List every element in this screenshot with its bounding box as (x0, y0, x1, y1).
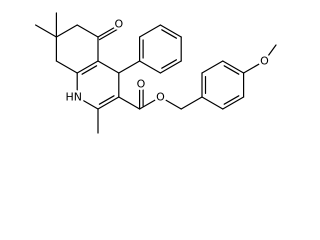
bond (159, 24, 182, 38)
bond (161, 29, 177, 39)
atom-labels: O HN O O O (63, 15, 272, 106)
atom-label: HN (66, 91, 83, 104)
bond (76, 24, 99, 38)
atom-label: O (114, 18, 123, 31)
bond (139, 24, 161, 38)
bond (222, 96, 245, 110)
bond (201, 96, 224, 110)
bond (139, 96, 161, 110)
bond (223, 65, 240, 75)
bond (118, 60, 141, 74)
atom-label: O (156, 91, 165, 104)
bond (98, 28, 119, 41)
atom-label: O (137, 78, 146, 91)
bond (55, 60, 78, 74)
structure-diagram: O HN O O O (34, 12, 277, 134)
bond (118, 96, 141, 110)
bond (76, 96, 99, 110)
bond (76, 60, 99, 74)
bond (98, 95, 115, 105)
bond (159, 96, 182, 110)
bond (243, 60, 265, 74)
bond (139, 60, 161, 74)
bond (201, 60, 224, 74)
bond (159, 60, 182, 74)
bond (161, 59, 177, 69)
bond (97, 96, 120, 110)
bond (263, 44, 277, 62)
atom-label: O (260, 55, 269, 68)
bonds (34, 12, 277, 134)
bond (55, 24, 78, 38)
bond (97, 60, 120, 74)
bond (222, 60, 245, 74)
bond (223, 95, 240, 105)
bond (81, 65, 98, 75)
bond (97, 24, 120, 38)
bond (180, 96, 203, 110)
bond (34, 24, 58, 38)
